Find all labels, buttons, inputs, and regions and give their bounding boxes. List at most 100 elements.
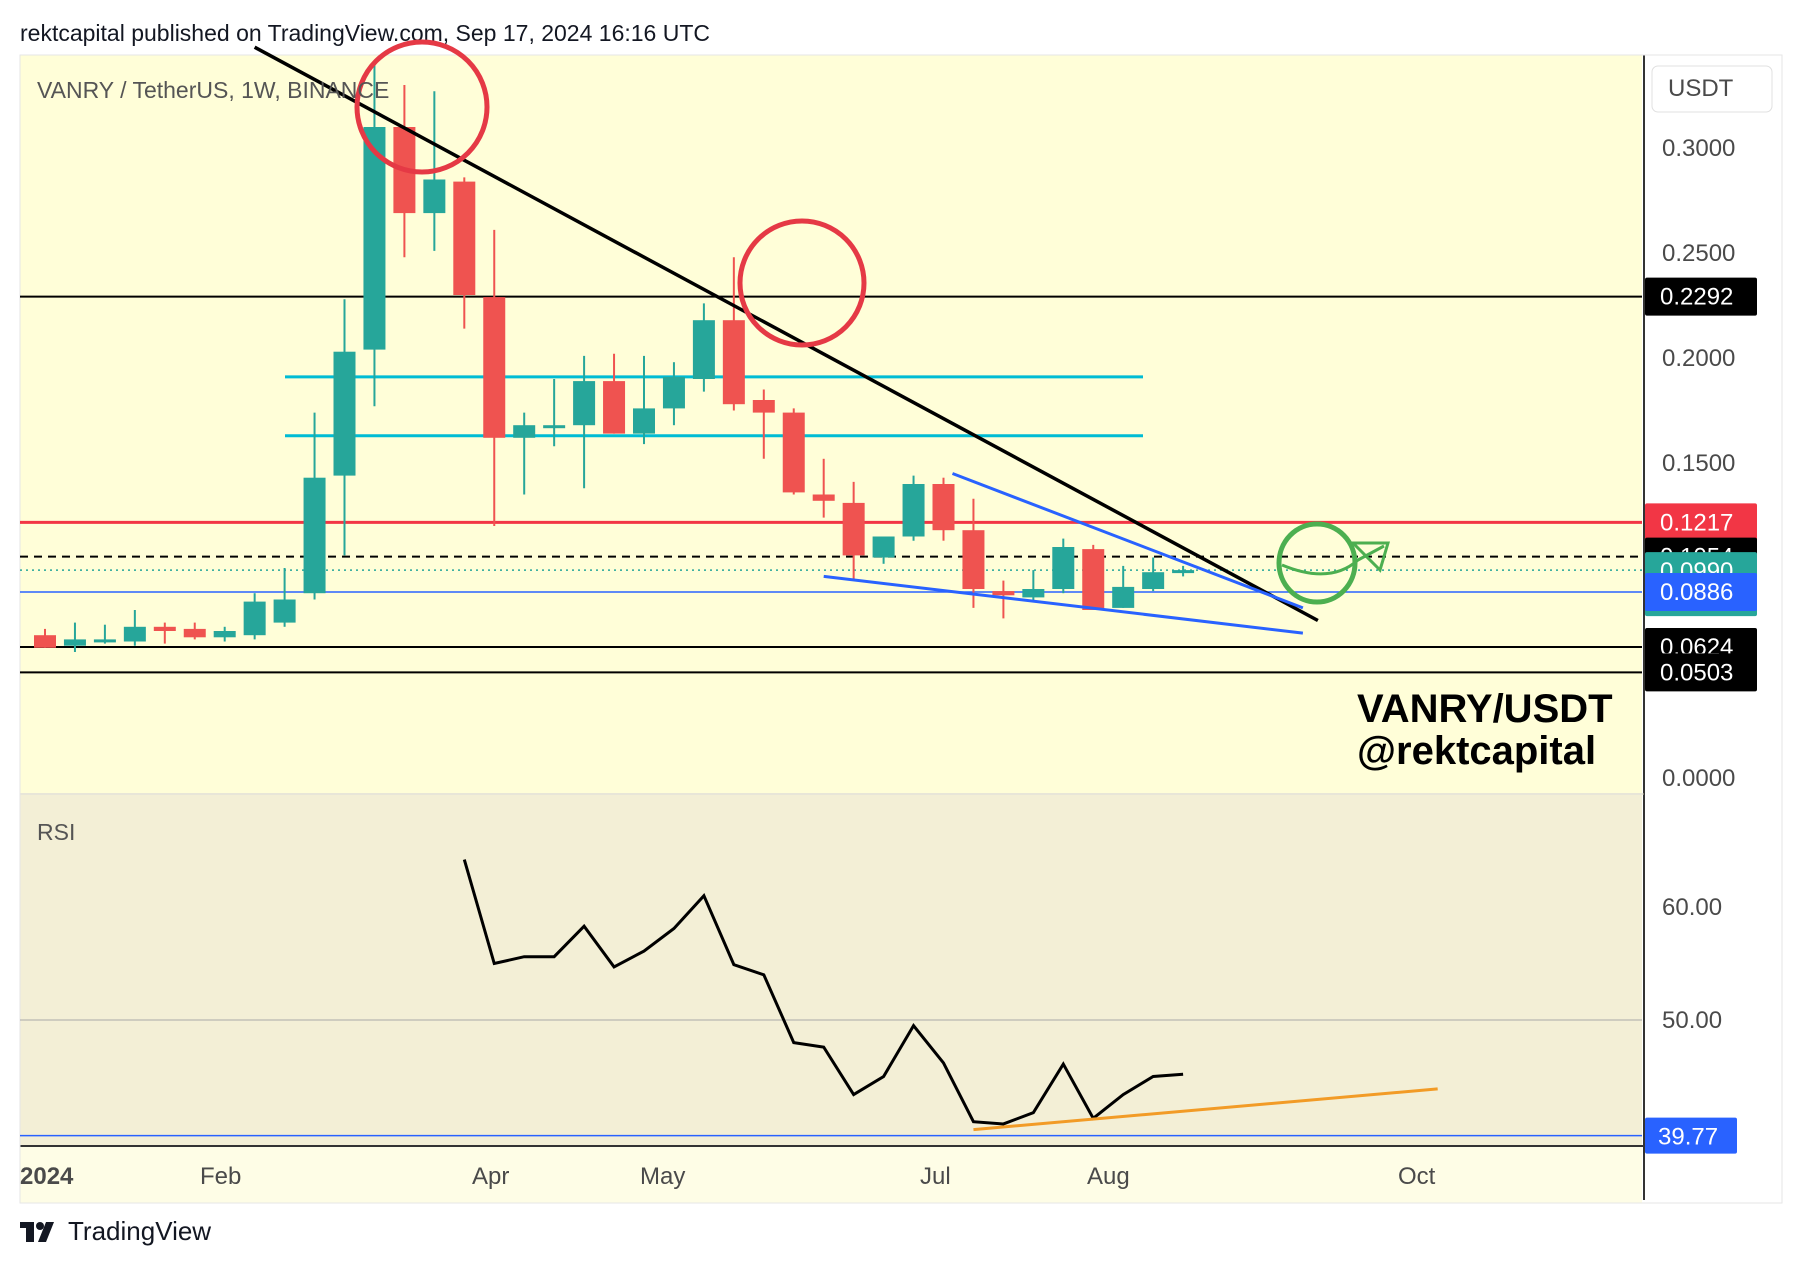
candle-body bbox=[603, 381, 626, 434]
price-tag bbox=[1645, 653, 1757, 692]
time-tick-label: Feb bbox=[200, 1163, 241, 1190]
candle[interactable] bbox=[1112, 565, 1135, 608]
time-axis-background bbox=[20, 1147, 1642, 1203]
currency-badge[interactable]: USDT bbox=[1651, 65, 1773, 113]
candle-body bbox=[1022, 589, 1045, 598]
candle[interactable] bbox=[722, 257, 745, 411]
candle[interactable] bbox=[872, 536, 895, 564]
symbol-label: VANRY / TetherUS, 1W, BINANCE bbox=[37, 77, 389, 103]
price-tag-label: 0.1217 bbox=[1660, 509, 1733, 536]
candle[interactable] bbox=[213, 626, 236, 642]
candle-body bbox=[423, 179, 446, 214]
chart-frame bbox=[19, 54, 1783, 1204]
candle[interactable] bbox=[483, 229, 506, 526]
candle-body bbox=[782, 412, 805, 493]
candle[interactable] bbox=[812, 458, 835, 518]
price-tag bbox=[1645, 503, 1757, 542]
candle-body bbox=[752, 400, 775, 413]
candle-body bbox=[1052, 547, 1075, 589]
candle-body bbox=[962, 530, 985, 589]
tradingview-brand: TradingView bbox=[68, 1216, 212, 1246]
candle[interactable] bbox=[513, 412, 536, 495]
currency-badge-box bbox=[1651, 65, 1773, 113]
candle[interactable] bbox=[1142, 557, 1165, 592]
price-tick-label: 0.3000 bbox=[1662, 135, 1735, 162]
candle-body bbox=[183, 628, 206, 638]
candle[interactable] bbox=[34, 628, 56, 648]
candle[interactable] bbox=[93, 624, 116, 644]
downtrend-line bbox=[253, 45, 1319, 623]
price-tag-label: 0.2292 bbox=[1660, 284, 1733, 311]
candle[interactable] bbox=[633, 355, 655, 445]
breakout-arrow-head bbox=[1349, 541, 1391, 573]
candle[interactable] bbox=[333, 299, 356, 556]
candle[interactable] bbox=[273, 568, 296, 627]
candle-body bbox=[483, 297, 506, 438]
candle[interactable] bbox=[1052, 538, 1075, 594]
tradingview-footer[interactable]: TradingView bbox=[20, 1216, 211, 1247]
candle-body bbox=[213, 631, 236, 638]
candle-body bbox=[333, 351, 356, 476]
time-tick-label: Apr bbox=[472, 1163, 509, 1190]
candle-body bbox=[513, 425, 536, 438]
candle-body bbox=[573, 381, 596, 426]
wedge-upper-line bbox=[951, 472, 1304, 610]
time-tick-label: Oct bbox=[1398, 1163, 1436, 1190]
candle-body bbox=[932, 484, 955, 531]
candle[interactable] bbox=[153, 622, 176, 644]
candle[interactable] bbox=[932, 477, 955, 541]
price-tick-label: 0.0000 bbox=[1662, 765, 1735, 792]
rsi-tick-label: 60.00 bbox=[1662, 894, 1722, 921]
price-tick-label: 0.1500 bbox=[1662, 450, 1735, 477]
candle-body bbox=[63, 639, 86, 646]
rsi-value-tag bbox=[1645, 1117, 1737, 1154]
candle[interactable] bbox=[692, 303, 715, 392]
tradingview-logo-icon bbox=[20, 1221, 54, 1242]
candle[interactable] bbox=[842, 481, 865, 581]
watermark-pair: VANRY/USDT bbox=[1357, 687, 1613, 731]
candle[interactable] bbox=[662, 362, 685, 426]
candle[interactable] bbox=[1172, 565, 1195, 577]
candle[interactable] bbox=[63, 622, 86, 652]
candle-body bbox=[543, 425, 566, 429]
candle[interactable] bbox=[243, 593, 266, 640]
candle[interactable] bbox=[573, 355, 596, 489]
candle-body bbox=[273, 599, 296, 623]
candle[interactable] bbox=[453, 177, 476, 329]
candle-body bbox=[1112, 586, 1135, 608]
candle-body bbox=[1172, 570, 1195, 574]
candle[interactable] bbox=[902, 475, 925, 541]
breakout-arrow-path bbox=[1281, 544, 1385, 576]
rsi-tick-label: 50.00 bbox=[1662, 1007, 1722, 1034]
candle[interactable] bbox=[962, 498, 985, 608]
candle[interactable] bbox=[363, 64, 386, 407]
candle-body bbox=[363, 127, 386, 350]
candle-body bbox=[872, 536, 895, 558]
candle-body bbox=[902, 484, 925, 537]
candle-body bbox=[93, 639, 116, 643]
price-tag-label: 0.0503 bbox=[1660, 659, 1733, 686]
candle[interactable] bbox=[992, 580, 1015, 619]
candle[interactable] bbox=[303, 412, 326, 600]
candle-body bbox=[633, 408, 655, 434]
price-tick-label: 0.2000 bbox=[1662, 345, 1735, 372]
price-tag bbox=[1645, 277, 1757, 316]
candle[interactable] bbox=[543, 379, 566, 447]
candle[interactable] bbox=[782, 408, 805, 495]
time-tick-label: Jul bbox=[920, 1163, 951, 1190]
price-tick-label: 0.2500 bbox=[1662, 240, 1735, 267]
candle-body bbox=[123, 626, 146, 642]
currency-badge-label: USDT bbox=[1668, 75, 1734, 102]
candle[interactable] bbox=[603, 353, 626, 434]
candle[interactable] bbox=[183, 622, 206, 640]
candle-body bbox=[1082, 549, 1105, 610]
watermark-author: @rektcapital bbox=[1357, 729, 1596, 773]
candle[interactable] bbox=[752, 389, 775, 459]
time-tick-label: 2024 bbox=[20, 1163, 74, 1190]
candle[interactable] bbox=[123, 610, 146, 646]
candle[interactable] bbox=[1022, 570, 1045, 602]
candle[interactable] bbox=[1082, 544, 1105, 610]
candle-body bbox=[842, 502, 865, 556]
wedge-lower-line bbox=[823, 574, 1304, 635]
